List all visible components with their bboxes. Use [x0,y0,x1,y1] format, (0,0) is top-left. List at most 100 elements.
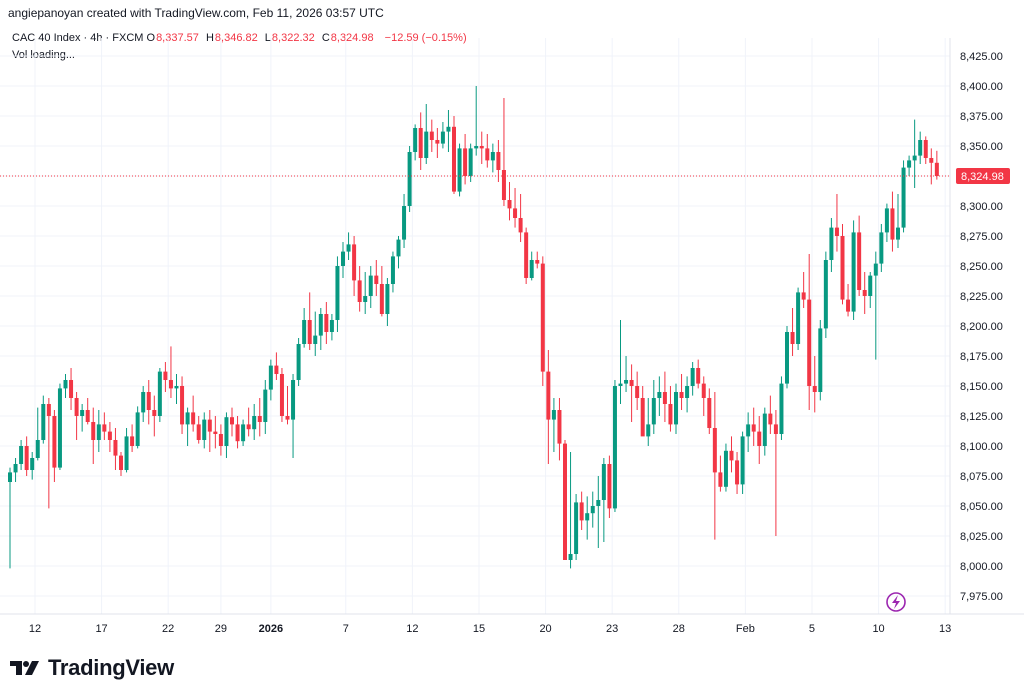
price-axis[interactable]: 7,975.00 8,000.00 8,025.00 8,050.00 8,075.00… [956,51,1010,603]
candle-body [879,232,884,264]
candle [674,383,678,434]
candle-body [402,206,407,240]
candle-body [41,404,46,440]
candle [585,496,590,540]
candle [707,388,712,434]
candle [662,371,667,422]
candle [657,376,662,416]
candle-body [119,455,123,470]
candle-body [35,440,40,458]
candle [612,380,617,512]
candle-body [57,388,62,468]
time-tick-label: 13 [939,623,951,635]
candle-body [551,410,556,420]
candle [152,395,157,437]
symbol-name[interactable]: CAC 40 Index · 4h · FXCM [12,32,144,44]
time-tick-label: 20 [539,623,551,635]
candle-body [163,371,168,380]
candle [873,251,878,360]
candle [934,150,939,180]
candle [818,320,823,401]
candle-body [268,365,273,390]
candle [202,412,207,449]
candle [685,376,690,413]
candle-body [701,383,706,398]
candle-body [85,410,90,422]
price-tick-label: 8,175.00 [960,351,1003,363]
candle [879,224,884,272]
candle-body [818,328,823,392]
candle [74,392,79,440]
candle [557,398,562,461]
candle [751,407,756,446]
candle-body [807,299,812,386]
candle-body [596,500,601,506]
candle [263,380,268,434]
candle [440,122,445,149]
candle [113,428,118,470]
candle-body [102,424,107,432]
candle [146,380,151,425]
candle-body [535,260,540,264]
candle-body [662,392,667,404]
candle-body [146,392,151,410]
candle-body [152,410,157,416]
candle-body [424,131,429,158]
candle [596,476,601,548]
candle-body [318,314,323,336]
candle [757,416,762,464]
candle [801,272,806,308]
candle-body [679,392,684,398]
candle-body [329,320,334,332]
high-value: 8,346.82 [214,32,258,44]
candle-body [74,398,79,416]
candle [46,398,51,509]
candle [368,266,373,308]
price-tick-label: 8,075.00 [960,471,1003,483]
candle [551,398,556,452]
candle-body [46,404,51,416]
candle [646,398,651,446]
candle [130,424,135,452]
candle [180,376,185,434]
candle-body [313,335,318,344]
candle [235,416,240,449]
candle-body [773,424,778,434]
candle [435,128,440,158]
candle-body [601,464,606,500]
price-tick-label: 8,200.00 [960,321,1003,333]
candle [479,131,484,164]
candle-body [568,554,573,560]
candle [701,376,706,416]
candle-body [429,131,434,140]
candle [640,386,645,437]
candle-body [751,424,756,432]
candle [762,407,767,456]
time-tick-label: 28 [673,623,685,635]
candle [385,278,390,326]
candle-body [207,419,212,432]
candle-body [213,431,218,434]
candle [907,155,912,176]
candle-body [901,167,906,228]
time-axis[interactable]: 12 17 22 29 2026 7 12 15 20 23 28 Feb 5 10 13 [29,623,951,635]
candle-body [385,284,390,314]
candle-body [335,266,340,320]
candle [252,404,257,440]
candle-body [918,140,923,156]
candle [629,364,634,422]
candle-body [19,446,24,464]
candle-body [418,128,423,158]
tradingview-brand[interactable]: TradingView [10,654,174,682]
flash-icon[interactable] [886,592,906,612]
candle-body [618,383,623,386]
time-tick-label: 5 [809,623,815,635]
candle [274,352,279,380]
candle-body [440,131,445,144]
candle [524,227,529,284]
candle [862,272,867,314]
candle-body [196,424,201,440]
candle [102,412,107,440]
candle [329,314,334,341]
